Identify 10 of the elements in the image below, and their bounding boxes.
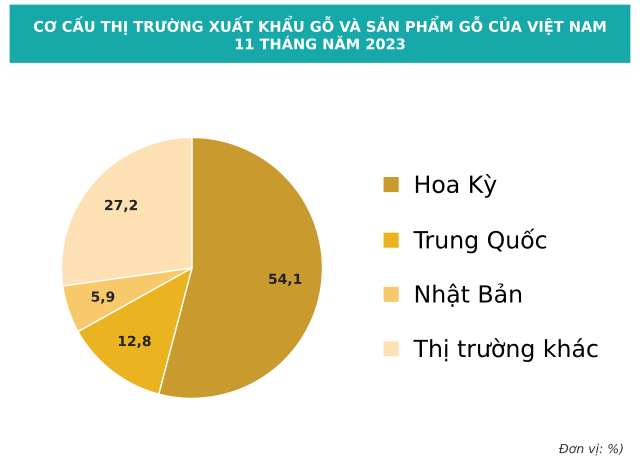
- legend-label: Thị trường khác: [414, 338, 598, 362]
- chart-title: CƠ CẤU THỊ TRƯỜNG XUẤT KHẨU GỖ VÀ SẢN PHẨM GỖ CỦA VIỆT NAM 11 THÁNG NĂM 2023: [34, 16, 606, 50]
- legend-label: Hoa Kỳ: [416, 174, 496, 198]
- text: Đơn vị: %): [558, 444, 623, 456]
- data-label: 5,9: [92, 291, 114, 304]
- data-label: 27,2: [105, 200, 138, 212]
- data-label: 54,1: [269, 274, 302, 286]
- data-label: 12,8: [118, 336, 151, 348]
- legend-label: Trung Quốc: [414, 228, 546, 254]
- legend-label: Nhật Bản: [416, 283, 522, 307]
